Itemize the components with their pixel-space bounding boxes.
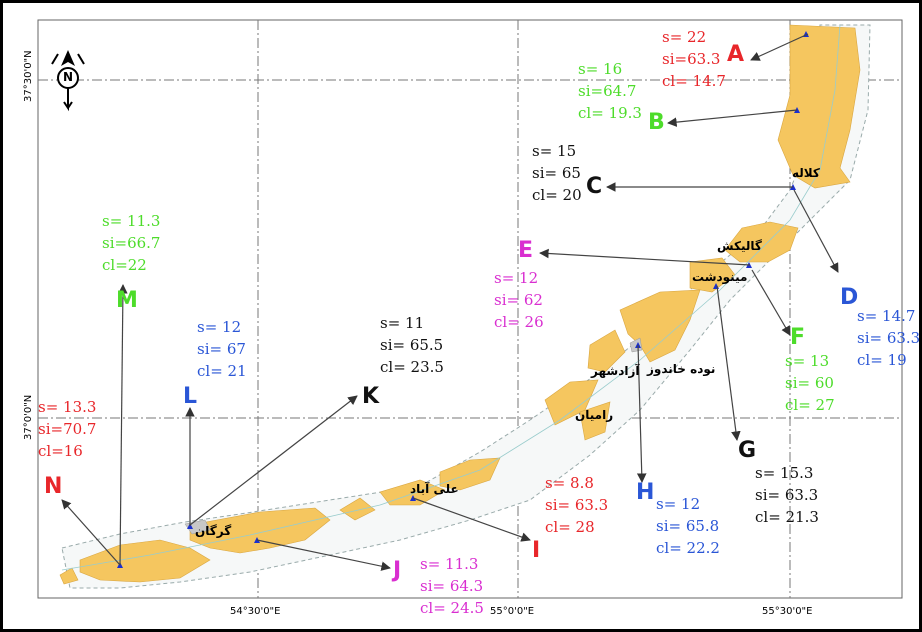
site-letter-b: B (648, 110, 665, 135)
site-letter-f: F (790, 325, 806, 350)
lon-tick-label: 54°30'0"E (230, 606, 281, 617)
map-border (37, 19, 903, 599)
stat-si: si= 67 (197, 340, 246, 358)
site-stats-i: s= 8.8 si= 63.3 cl= 28 (545, 472, 608, 538)
stat-s: s= 16 (578, 60, 623, 78)
stat-s: s= 11.3 (420, 555, 479, 573)
site-stats-n: s= 13.3 si=70.7 cl=16 (38, 396, 96, 462)
stat-s: s= 14.7 (857, 307, 916, 325)
town-areas (184, 337, 643, 535)
stat-cl: cl= 19.3 (578, 104, 642, 122)
site-stats-d: s= 14.7 si= 63.3 cl= 19 (857, 305, 920, 371)
stat-s: s= 22 (662, 28, 707, 46)
town-label: آزادشهر (591, 364, 640, 378)
site-letter-n: N (44, 474, 63, 499)
site-stats-e: s= 12 si= 62 cl= 26 (494, 267, 544, 333)
town-label: رامیان (575, 408, 614, 422)
stat-s: s= 13.3 (38, 398, 97, 416)
stat-si: si=63.3 (662, 50, 721, 68)
stat-si: si= 65.8 (656, 517, 720, 535)
stat-si: si= 63.3 (857, 329, 921, 347)
town-label: نوده خاندوز (647, 362, 716, 376)
site-letter-e: E (518, 238, 534, 263)
north-label: N (63, 70, 74, 84)
stat-cl: cl= 14.7 (662, 72, 726, 90)
site-letter-m: M (116, 288, 138, 313)
site-stats-b: s= 16 si=64.7 cl= 19.3 (578, 58, 642, 124)
stat-si: si= 60 (785, 374, 834, 392)
stat-cl: cl= 27 (785, 396, 835, 414)
site-letter-a: A (727, 42, 745, 67)
stat-s: s= 12 (656, 495, 701, 513)
stat-si: si= 64.3 (420, 577, 484, 595)
stat-cl: cl= 24.5 (420, 599, 484, 617)
stat-si: si= 63.3 (545, 496, 609, 514)
stat-si: si= 65 (532, 164, 581, 182)
stat-s: s= 12 (494, 269, 539, 287)
site-stats-m: s= 11.3 si=66.7 cl=22 (102, 210, 160, 276)
stat-si: si=70.7 (38, 420, 97, 438)
stat-si: si= 65.5 (380, 336, 444, 354)
town-label: علی آباد (410, 482, 459, 496)
stat-cl: cl= 21.3 (755, 508, 819, 526)
stat-s: s= 15 (532, 142, 577, 160)
site-stats-j: s= 11.3 si= 64.3 cl= 24.5 (420, 553, 484, 619)
stat-si: si= 63.3 (755, 486, 819, 504)
site-stats-h: s= 12 si= 65.8 cl= 22.2 (656, 493, 720, 559)
watershed-boundary (61, 24, 871, 589)
stat-si: si=64.7 (578, 82, 637, 100)
town-label: گالیکش (717, 239, 762, 253)
site-letter-i: I (532, 538, 541, 563)
town-label: گرگان (195, 524, 232, 538)
site-stats-g: s= 15.3 si= 63.3 cl= 21.3 (755, 462, 819, 528)
stat-cl: cl=16 (38, 442, 83, 460)
river-line (61, 24, 841, 571)
stat-s: s= 11 (380, 314, 425, 332)
site-stats-l: s= 12 si= 67 cl= 21 (197, 316, 247, 382)
north-arrow (51, 50, 85, 112)
stat-cl: cl= 28 (545, 518, 595, 536)
lon-tick-label: 55°30'0"E (762, 606, 813, 617)
site-letter-h: H (636, 480, 655, 505)
site-letter-k: K (362, 384, 380, 409)
land-patches (59, 24, 861, 585)
lat-tick-label: 37°30'0"N (23, 50, 34, 102)
stat-s: s= 15.3 (755, 464, 814, 482)
stat-cl: cl= 19 (857, 351, 907, 369)
stat-cl: cl= 20 (532, 186, 582, 204)
stat-s: s= 11.3 (102, 212, 161, 230)
stat-cl: cl= 22.2 (656, 539, 720, 557)
site-stats-a: s= 22 si=63.3 cl= 14.7 (662, 26, 726, 92)
stat-cl: cl= 26 (494, 313, 544, 331)
stat-s: s= 13 (785, 352, 830, 370)
site-letter-d: D (840, 285, 859, 310)
town-label: کلاله (792, 166, 820, 180)
town-label: مینودشت (692, 270, 748, 284)
leader-arrows (61, 33, 839, 571)
stat-si: si= 62 (494, 291, 543, 309)
site-letter-l: L (183, 384, 198, 409)
stat-si: si=66.7 (102, 234, 161, 252)
site-letter-j: J (393, 558, 402, 583)
site-letter-c: C (586, 174, 603, 199)
stat-cl: cl= 21 (197, 362, 247, 380)
lat-tick-label: 37°0'0"N (23, 394, 34, 440)
site-stats-c: s= 15 si= 65 cl= 20 (532, 140, 582, 206)
site-stats-f: s= 13 si= 60 cl= 27 (785, 350, 835, 416)
lon-tick-label: 55°0'0"E (490, 606, 535, 617)
site-letter-g: G (738, 438, 757, 463)
stat-cl: cl= 23.5 (380, 358, 444, 376)
stat-cl: cl=22 (102, 256, 147, 274)
site-stats-k: s= 11 si= 65.5 cl= 23.5 (380, 312, 444, 378)
stat-s: s= 12 (197, 318, 242, 336)
stat-s: s= 8.8 (545, 474, 594, 492)
